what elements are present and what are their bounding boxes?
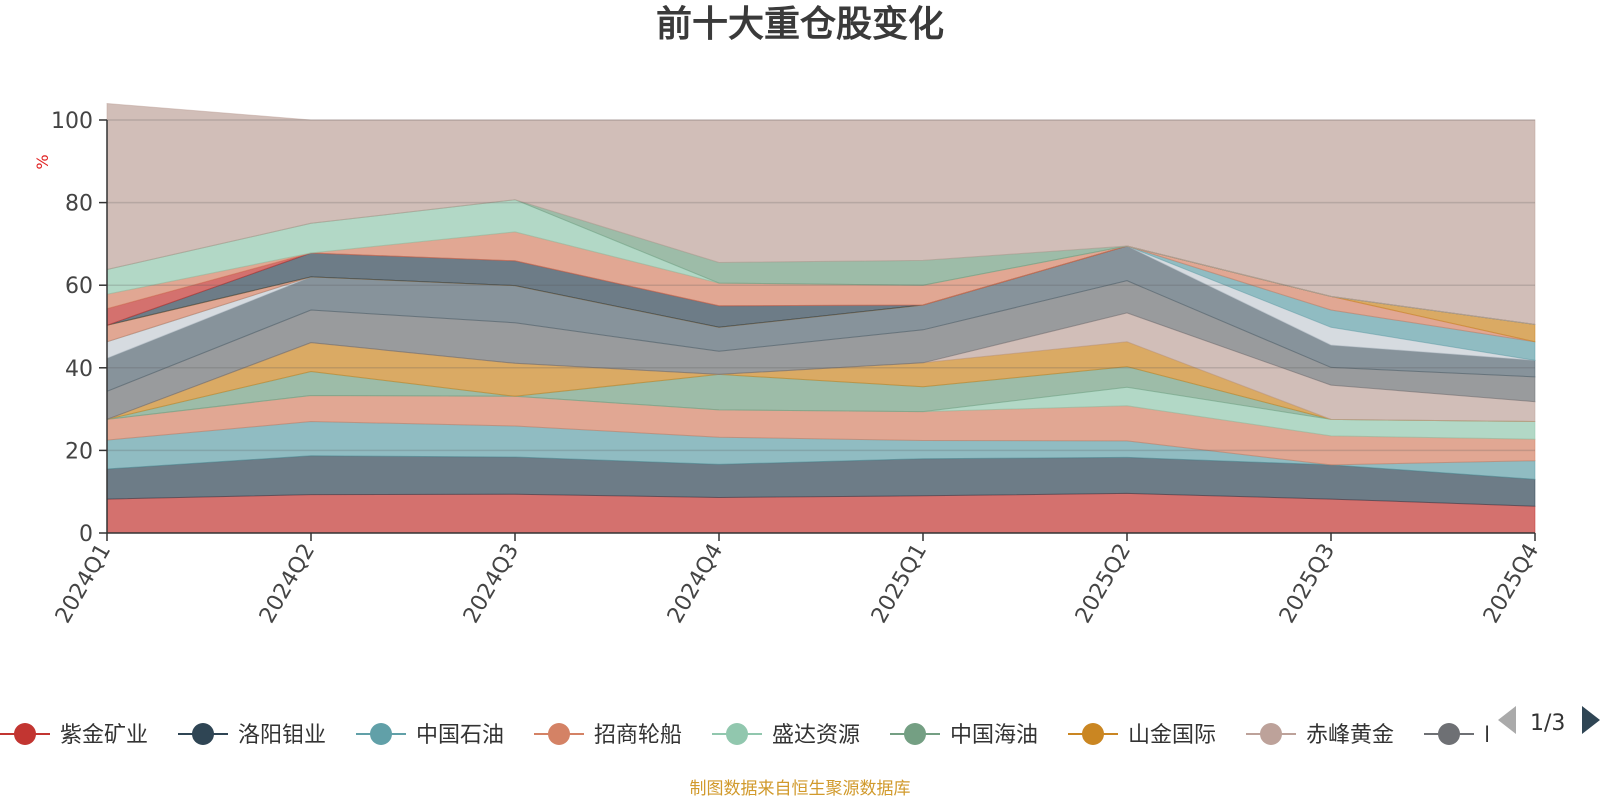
chart-title: 前十大重仓股变化 — [656, 3, 944, 45]
legend-item[interactable]: 盛达资源 — [712, 723, 860, 748]
x-tick-label: 2024Q1 — [51, 540, 116, 628]
legend-item[interactable]: 招商轮船 — [534, 723, 682, 748]
legend: 紫金矿业 洛阳钼业 中国石油 招商轮船 盛达资源 中国海油 山金国际 赤峰黄金 I — [0, 700, 1600, 760]
y-axis-label: % — [33, 154, 52, 169]
legend-marker-icon — [1082, 723, 1104, 745]
x-tick-label: 2025Q4 — [1479, 540, 1544, 628]
x-tick-label: 2025Q2 — [1071, 540, 1136, 628]
legend-label: 洛阳钼业 — [238, 723, 326, 748]
legend-marker-icon — [726, 723, 748, 745]
y-tick-labels: 0 20 40 60 80 100 — [51, 109, 93, 547]
legend-label: 山金国际 — [1128, 723, 1216, 748]
x-tick-label: 2024Q3 — [459, 540, 524, 628]
y-tick-label: 20 — [65, 439, 93, 464]
legend-label: 紫金矿业 — [60, 723, 148, 748]
legend-marker-icon — [370, 723, 392, 745]
legend-item[interactable]: 山金国际 — [1068, 723, 1216, 748]
legend-item[interactable]: 中国石油 — [356, 723, 504, 748]
axes — [99, 119, 1536, 541]
area-series-1 — [106, 492, 1536, 534]
legend-marker-icon — [548, 723, 570, 745]
legend-marker-icon — [192, 723, 214, 745]
y-tick-label: 80 — [65, 192, 93, 217]
legend-label: 盛达资源 — [772, 723, 860, 748]
x-tick-label: 2024Q2 — [255, 540, 320, 628]
legend-label: 招商轮船 — [594, 723, 682, 748]
data-source-note: 制图数据来自恒生聚源数据库 — [690, 779, 911, 799]
legend-item[interactable]: 赤峰黄金 — [1246, 723, 1394, 748]
legend-next-page-icon[interactable] — [1582, 706, 1600, 734]
legend-pager: 1/3 — [1498, 706, 1600, 736]
legend-prev-page-icon[interactable] — [1498, 706, 1516, 734]
legend-page-indicator: 1/3 — [1530, 711, 1565, 736]
legend-item[interactable]: 中国海油 — [890, 723, 1038, 748]
y-tick-label: 100 — [51, 109, 93, 134]
legend-marker-icon — [14, 723, 36, 745]
legend-marker-icon — [1438, 723, 1460, 745]
legend-marker-icon — [1260, 723, 1282, 745]
legend-clip-mask — [1488, 700, 1600, 760]
x-tick-label: 2025Q1 — [867, 540, 932, 628]
gridlines — [107, 119, 1535, 452]
legend-label: 中国石油 — [416, 723, 504, 748]
legend-label: 赤峰黄金 — [1306, 723, 1394, 748]
y-tick-label: 60 — [65, 274, 93, 299]
legend-item[interactable]: 紫金矿业 — [0, 723, 148, 748]
legend-marker-icon — [904, 723, 926, 745]
x-tick-label: 2025Q3 — [1275, 540, 1340, 628]
area-layers — [106, 102, 1536, 534]
x-tick-label: 2024Q4 — [663, 540, 728, 628]
legend-item[interactable]: 洛阳钼业 — [178, 723, 326, 748]
y-tick-label: 0 — [79, 522, 93, 547]
x-tick-labels: 2024Q1 2024Q2 2024Q3 2024Q4 2025Q1 2025Q2 2025… — [51, 540, 1544, 628]
legend-label: I — [1484, 723, 1491, 748]
legend-label: 中国海油 — [950, 723, 1038, 748]
legend-item[interactable]: I — [1424, 723, 1491, 748]
y-tick-label: 40 — [65, 357, 93, 382]
area-series-20 — [106, 102, 1536, 325]
